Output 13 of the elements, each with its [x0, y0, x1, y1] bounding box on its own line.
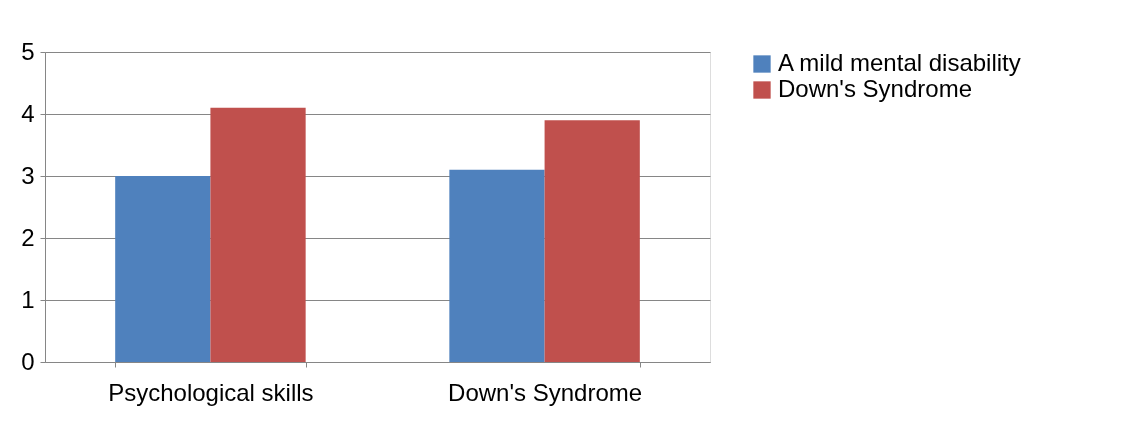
legend-label: Down's Syndrome	[778, 75, 972, 102]
y-tick-label: 2	[21, 223, 35, 251]
y-tick-label: 1	[21, 285, 35, 313]
legend-label: A mild mental disability	[778, 49, 1021, 76]
y-tick-label: 0	[21, 347, 35, 375]
bar	[115, 176, 211, 362]
bar	[544, 120, 640, 362]
bar	[210, 107, 306, 362]
y-tick-label: 5	[21, 37, 35, 65]
x-tick-label: Psychological skills	[108, 378, 314, 406]
y-tick-label: 4	[21, 99, 35, 127]
bar	[449, 169, 545, 362]
y-tick-label: 3	[21, 161, 35, 189]
